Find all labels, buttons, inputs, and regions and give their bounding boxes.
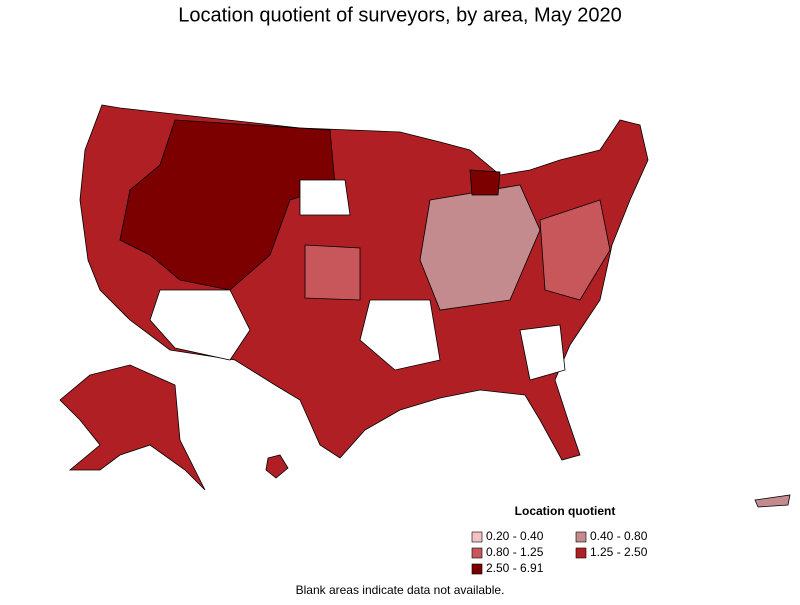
region — [304, 244, 361, 301]
map-title: Location quotient of surveyors, by area,… — [178, 4, 622, 26]
footnote: Blank areas indicate data not available. — [296, 583, 505, 597]
legend-label: 2.50 - 6.91 — [486, 561, 544, 575]
legend-label: 0.20 - 0.40 — [486, 529, 544, 543]
legend-swatch — [575, 547, 587, 559]
region — [519, 324, 566, 381]
legend-label: 0.40 - 0.80 — [590, 529, 648, 543]
hawaii — [265, 454, 289, 479]
legend: 0.20 - 0.40 0.40 - 0.80 0.80 - 1.25 1.25 - … — [471, 529, 648, 575]
region — [149, 289, 251, 361]
puerto-rico — [754, 494, 791, 508]
legend-swatch — [575, 531, 587, 543]
region — [119, 119, 336, 291]
legend-label: 0.80 - 1.25 — [486, 545, 544, 559]
legend-swatch — [471, 531, 483, 543]
region — [299, 179, 351, 216]
legend-swatch — [471, 563, 483, 575]
legend-title: Location quotient — [515, 504, 616, 518]
alaska — [59, 364, 206, 491]
legend-swatch — [471, 547, 483, 559]
map — [59, 104, 791, 508]
region — [469, 169, 501, 196]
region — [359, 299, 441, 371]
region — [539, 199, 611, 301]
legend-label: 1.25 - 2.50 — [590, 545, 648, 559]
region — [419, 184, 541, 311]
